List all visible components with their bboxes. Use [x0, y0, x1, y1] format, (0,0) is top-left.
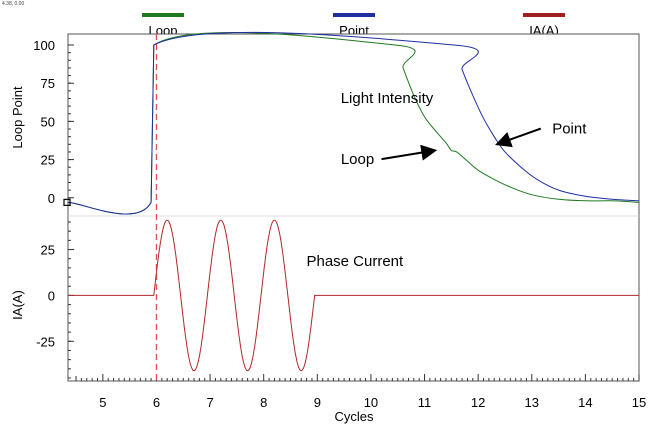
y-tick-label: 0 [48, 191, 55, 206]
x-tick-label: 5 [99, 395, 106, 410]
annotation-arrow-0-2 [495, 127, 542, 148]
y-axes: 100 75 50 25 0 Loop Point 25 0 -25 IA(A) [10, 38, 74, 379]
series-lines [63, 31, 640, 381]
x-axis: 5 6 7 8 9 10 11 12 13 14 15 [75, 374, 646, 410]
start-marker [63, 198, 71, 206]
legend-swatch-2 [523, 13, 565, 17]
annotations: Light Intensity Loop Point Phase Current [306, 90, 587, 270]
x-tick-label: 15 [632, 395, 646, 410]
y-axis-label-1: IA(A) [10, 290, 25, 320]
annotation-0-1: Loop [341, 151, 374, 168]
x-axis-label: Cycles [334, 409, 374, 424]
y-tick-label: 25 [41, 243, 55, 258]
series-line-ia [68, 219, 639, 372]
y-tick-label: 50 [41, 114, 55, 129]
y-tick-label: 25 [41, 153, 55, 168]
series-line-loop [67, 31, 640, 215]
x-tick-label: 8 [260, 395, 267, 410]
x-tick-label: 12 [471, 395, 485, 410]
legend-swatch-0 [142, 13, 184, 17]
annotation-1-0: Phase Current [306, 253, 404, 270]
y-tick-label: -25 [36, 334, 55, 349]
y-tick-label: 75 [41, 76, 55, 91]
plot-frame [67, 33, 640, 382]
x-tick-label: 11 [418, 395, 432, 410]
coordinate-readout: 4.38, 0.00 [2, 1, 25, 7]
x-tick-label: 13 [525, 395, 539, 410]
x-tick-label: 7 [206, 395, 213, 410]
x-tick-label: 6 [153, 395, 160, 410]
series-line-point [67, 31, 640, 215]
y-axis-label-0: Loop Point [10, 86, 25, 149]
y-tick-label: 100 [33, 38, 55, 53]
x-tick-label: 9 [314, 395, 321, 410]
x-tick-label: 14 [578, 395, 592, 410]
annotation-arrow-0-1 [381, 144, 438, 161]
annotation-0-0: Light Intensity [341, 90, 434, 107]
annotation-0-2: Point [552, 121, 587, 138]
legend-swatch-1 [333, 13, 375, 17]
y-tick-label: 0 [48, 288, 55, 303]
x-tick-label: 10 [364, 395, 378, 410]
